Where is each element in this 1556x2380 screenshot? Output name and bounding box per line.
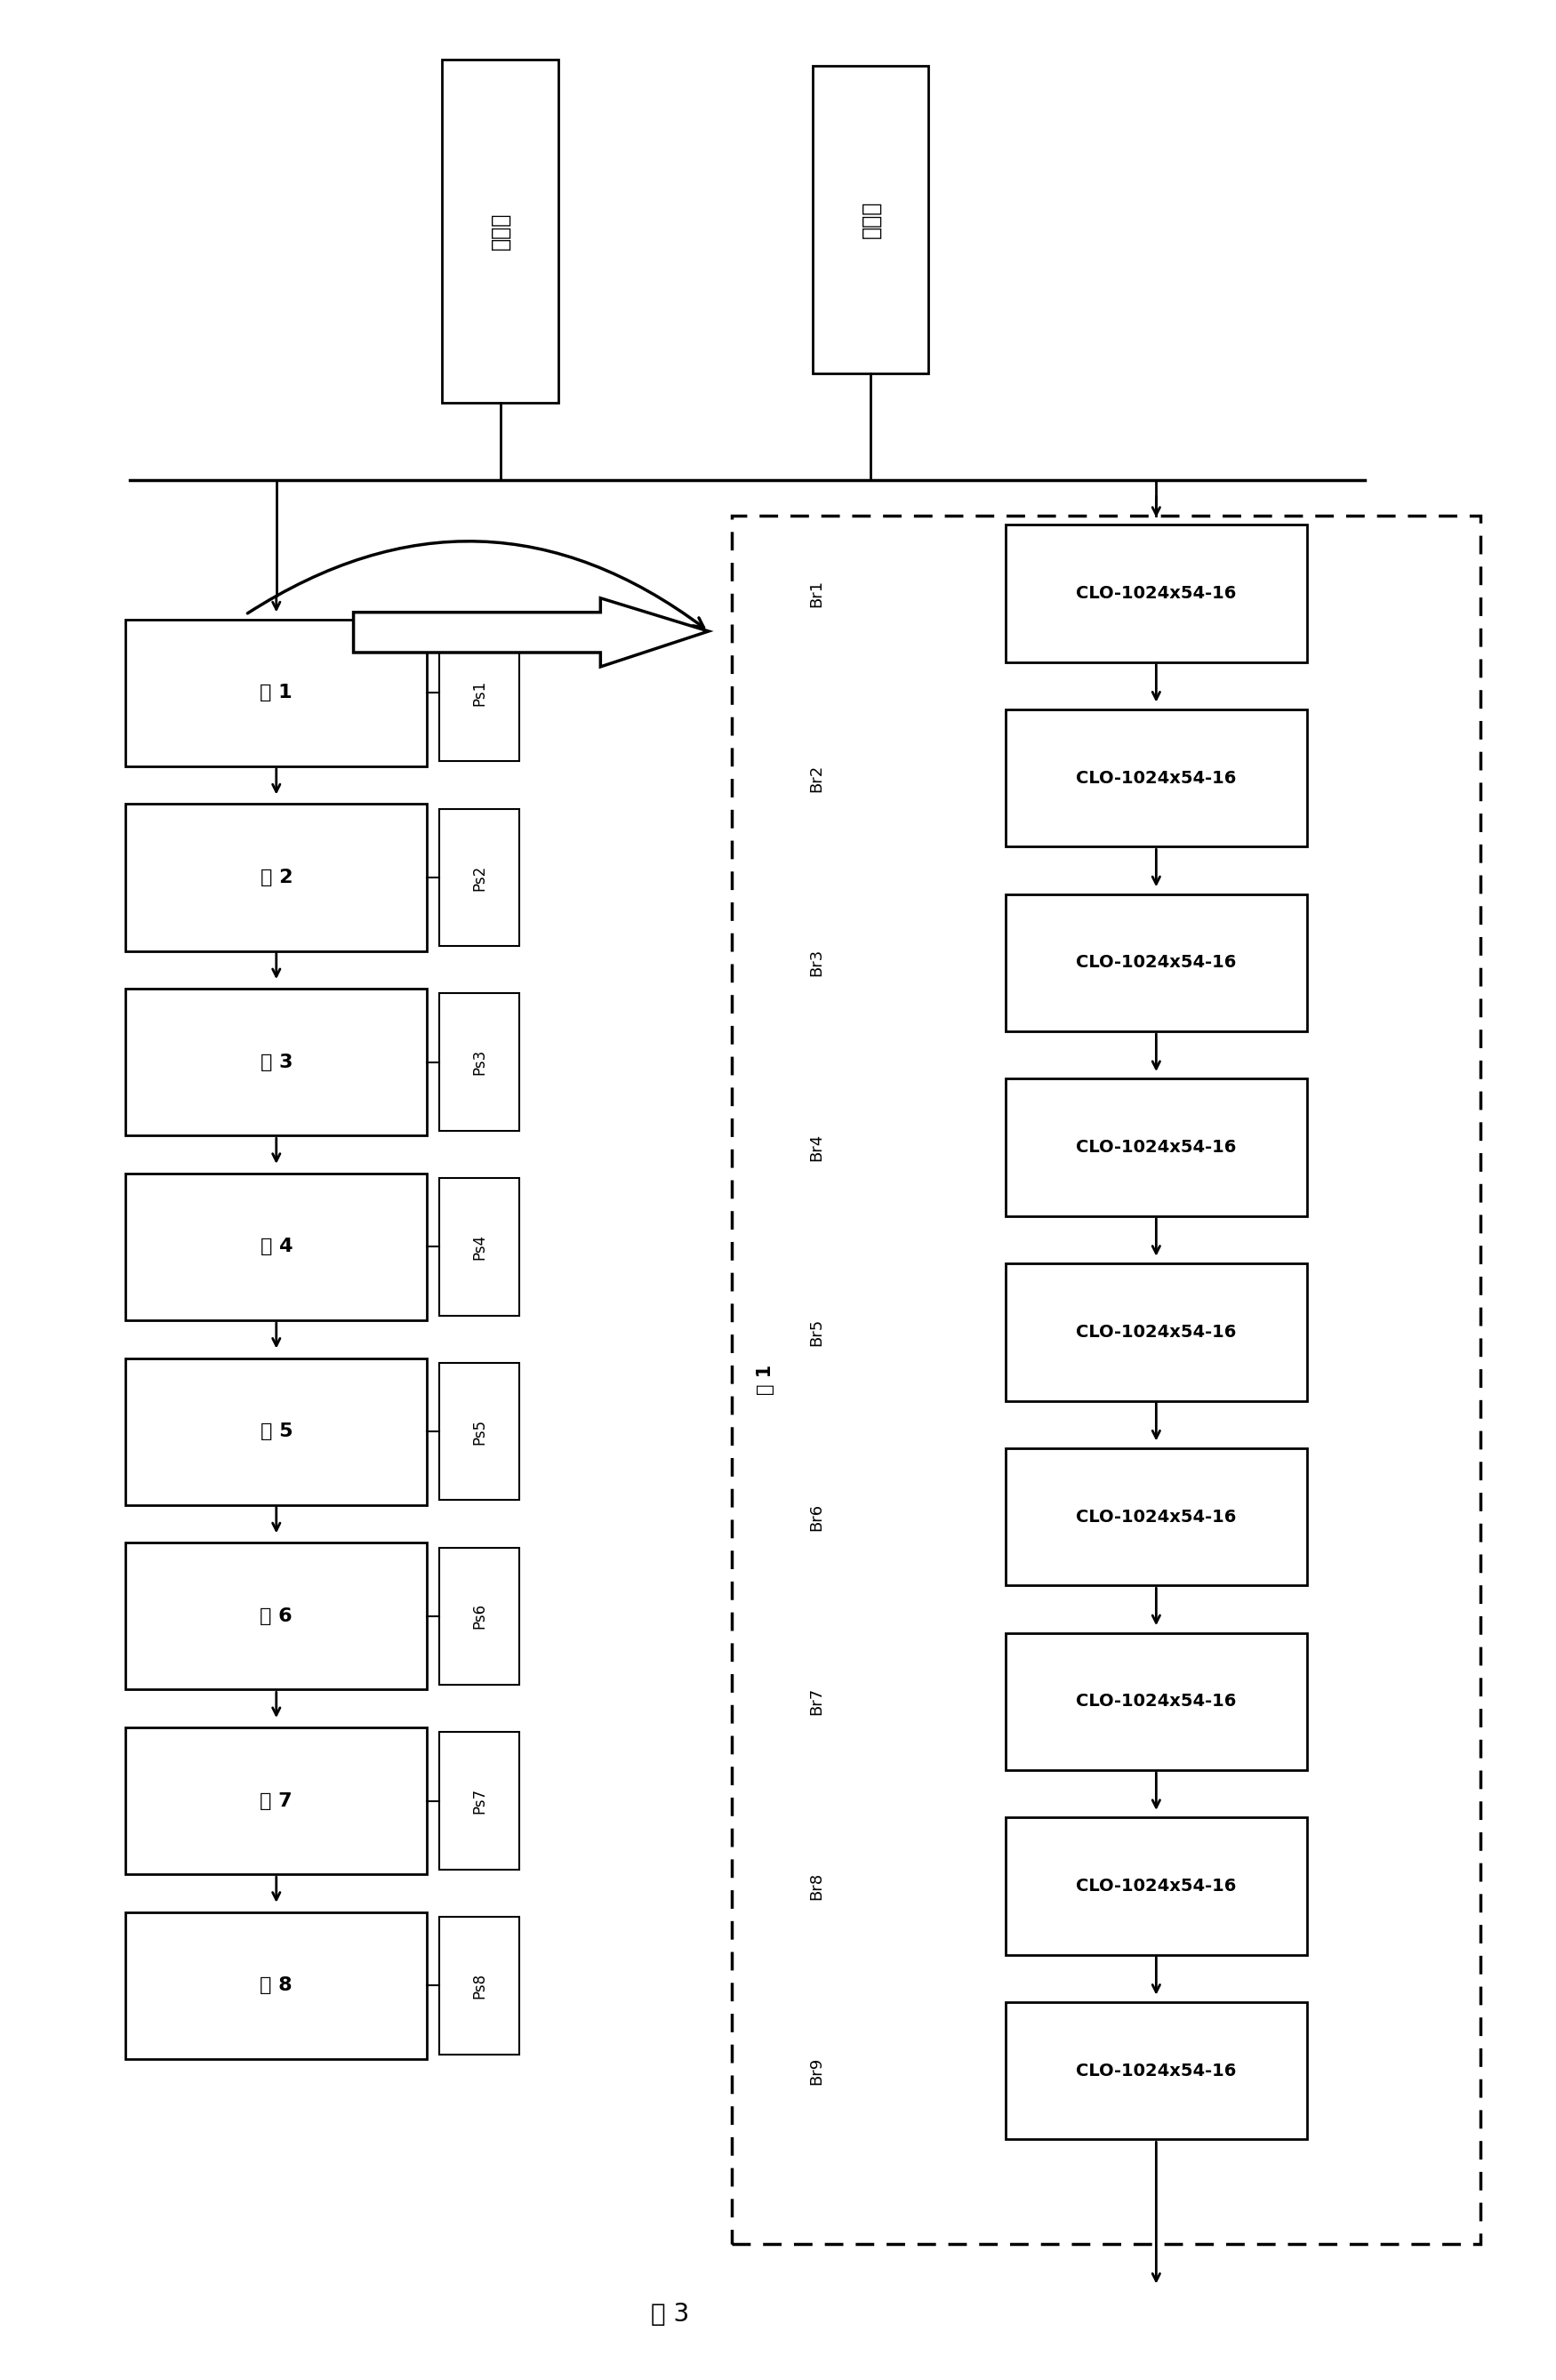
FancyArrowPatch shape: [247, 540, 703, 628]
Text: Br6: Br6: [809, 1502, 825, 1530]
FancyBboxPatch shape: [812, 64, 929, 374]
Text: CLO-1024x54-16: CLO-1024x54-16: [1077, 1140, 1237, 1157]
Text: Ps2: Ps2: [471, 864, 487, 890]
Text: Br9: Br9: [809, 2056, 825, 2085]
Text: Br5: Br5: [809, 1319, 825, 1347]
Text: Br8: Br8: [809, 1873, 825, 1899]
Text: 闪存卡: 闪存卡: [860, 200, 881, 238]
Text: Ps8: Ps8: [471, 1973, 487, 1999]
Text: Br2: Br2: [809, 764, 825, 793]
Text: 图 3: 图 3: [650, 2301, 689, 2328]
Text: Br3: Br3: [809, 950, 825, 976]
Text: 组 6: 组 6: [260, 1606, 293, 1626]
FancyBboxPatch shape: [126, 1173, 426, 1321]
Text: Ps7: Ps7: [471, 1787, 487, 1814]
Text: Br1: Br1: [809, 578, 825, 607]
Text: CLO-1024x54-16: CLO-1024x54-16: [1077, 769, 1237, 785]
FancyBboxPatch shape: [439, 1916, 520, 2054]
Text: CLO-1024x54-16: CLO-1024x54-16: [1077, 1323, 1237, 1340]
FancyBboxPatch shape: [439, 1178, 520, 1316]
FancyBboxPatch shape: [1005, 1264, 1307, 1402]
Text: Ps4: Ps4: [471, 1233, 487, 1259]
FancyBboxPatch shape: [126, 988, 426, 1135]
FancyBboxPatch shape: [439, 1547, 520, 1685]
Text: 组 8: 组 8: [260, 1978, 293, 1994]
Text: CLO-1024x54-16: CLO-1024x54-16: [1077, 1509, 1237, 1526]
FancyBboxPatch shape: [439, 809, 520, 947]
FancyBboxPatch shape: [1005, 1447, 1307, 1585]
FancyBboxPatch shape: [439, 624, 520, 762]
FancyBboxPatch shape: [442, 59, 559, 402]
Text: Ps1: Ps1: [471, 681, 487, 707]
Text: CLO-1024x54-16: CLO-1024x54-16: [1077, 1878, 1237, 1894]
Polygon shape: [353, 597, 708, 666]
Text: 组 3: 组 3: [260, 1054, 293, 1071]
Text: 组 2: 组 2: [260, 869, 293, 885]
Text: 控制器: 控制器: [490, 212, 510, 250]
FancyBboxPatch shape: [439, 1364, 520, 1499]
FancyBboxPatch shape: [439, 1733, 520, 1871]
FancyBboxPatch shape: [1005, 709, 1307, 847]
FancyBboxPatch shape: [126, 1542, 426, 1690]
FancyBboxPatch shape: [126, 1911, 426, 2059]
Text: CLO-1024x54-16: CLO-1024x54-16: [1077, 954, 1237, 971]
Text: Ps6: Ps6: [471, 1604, 487, 1630]
Text: Ps3: Ps3: [471, 1050, 487, 1076]
Text: Br7: Br7: [809, 1687, 825, 1716]
Text: 组 5: 组 5: [260, 1423, 293, 1440]
FancyBboxPatch shape: [1005, 1818, 1307, 1954]
Text: CLO-1024x54-16: CLO-1024x54-16: [1077, 1692, 1237, 1709]
FancyBboxPatch shape: [1005, 895, 1307, 1031]
FancyBboxPatch shape: [1005, 2002, 1307, 2140]
Text: Br4: Br4: [809, 1133, 825, 1161]
FancyBboxPatch shape: [1005, 1633, 1307, 1771]
Text: CLO-1024x54-16: CLO-1024x54-16: [1077, 585, 1237, 602]
FancyBboxPatch shape: [1005, 524, 1307, 662]
FancyBboxPatch shape: [126, 804, 426, 952]
Text: 组 1: 组 1: [260, 683, 293, 702]
FancyBboxPatch shape: [126, 1359, 426, 1504]
Text: Ps5: Ps5: [471, 1418, 487, 1445]
Text: CLO-1024x54-16: CLO-1024x54-16: [1077, 2063, 1237, 2080]
FancyBboxPatch shape: [126, 1728, 426, 1875]
Text: 组 4: 组 4: [260, 1238, 293, 1257]
FancyBboxPatch shape: [1005, 1078, 1307, 1216]
Text: 组 1: 组 1: [756, 1364, 775, 1395]
FancyBboxPatch shape: [439, 992, 520, 1130]
Text: 组 7: 组 7: [260, 1792, 293, 1809]
FancyBboxPatch shape: [126, 619, 426, 766]
